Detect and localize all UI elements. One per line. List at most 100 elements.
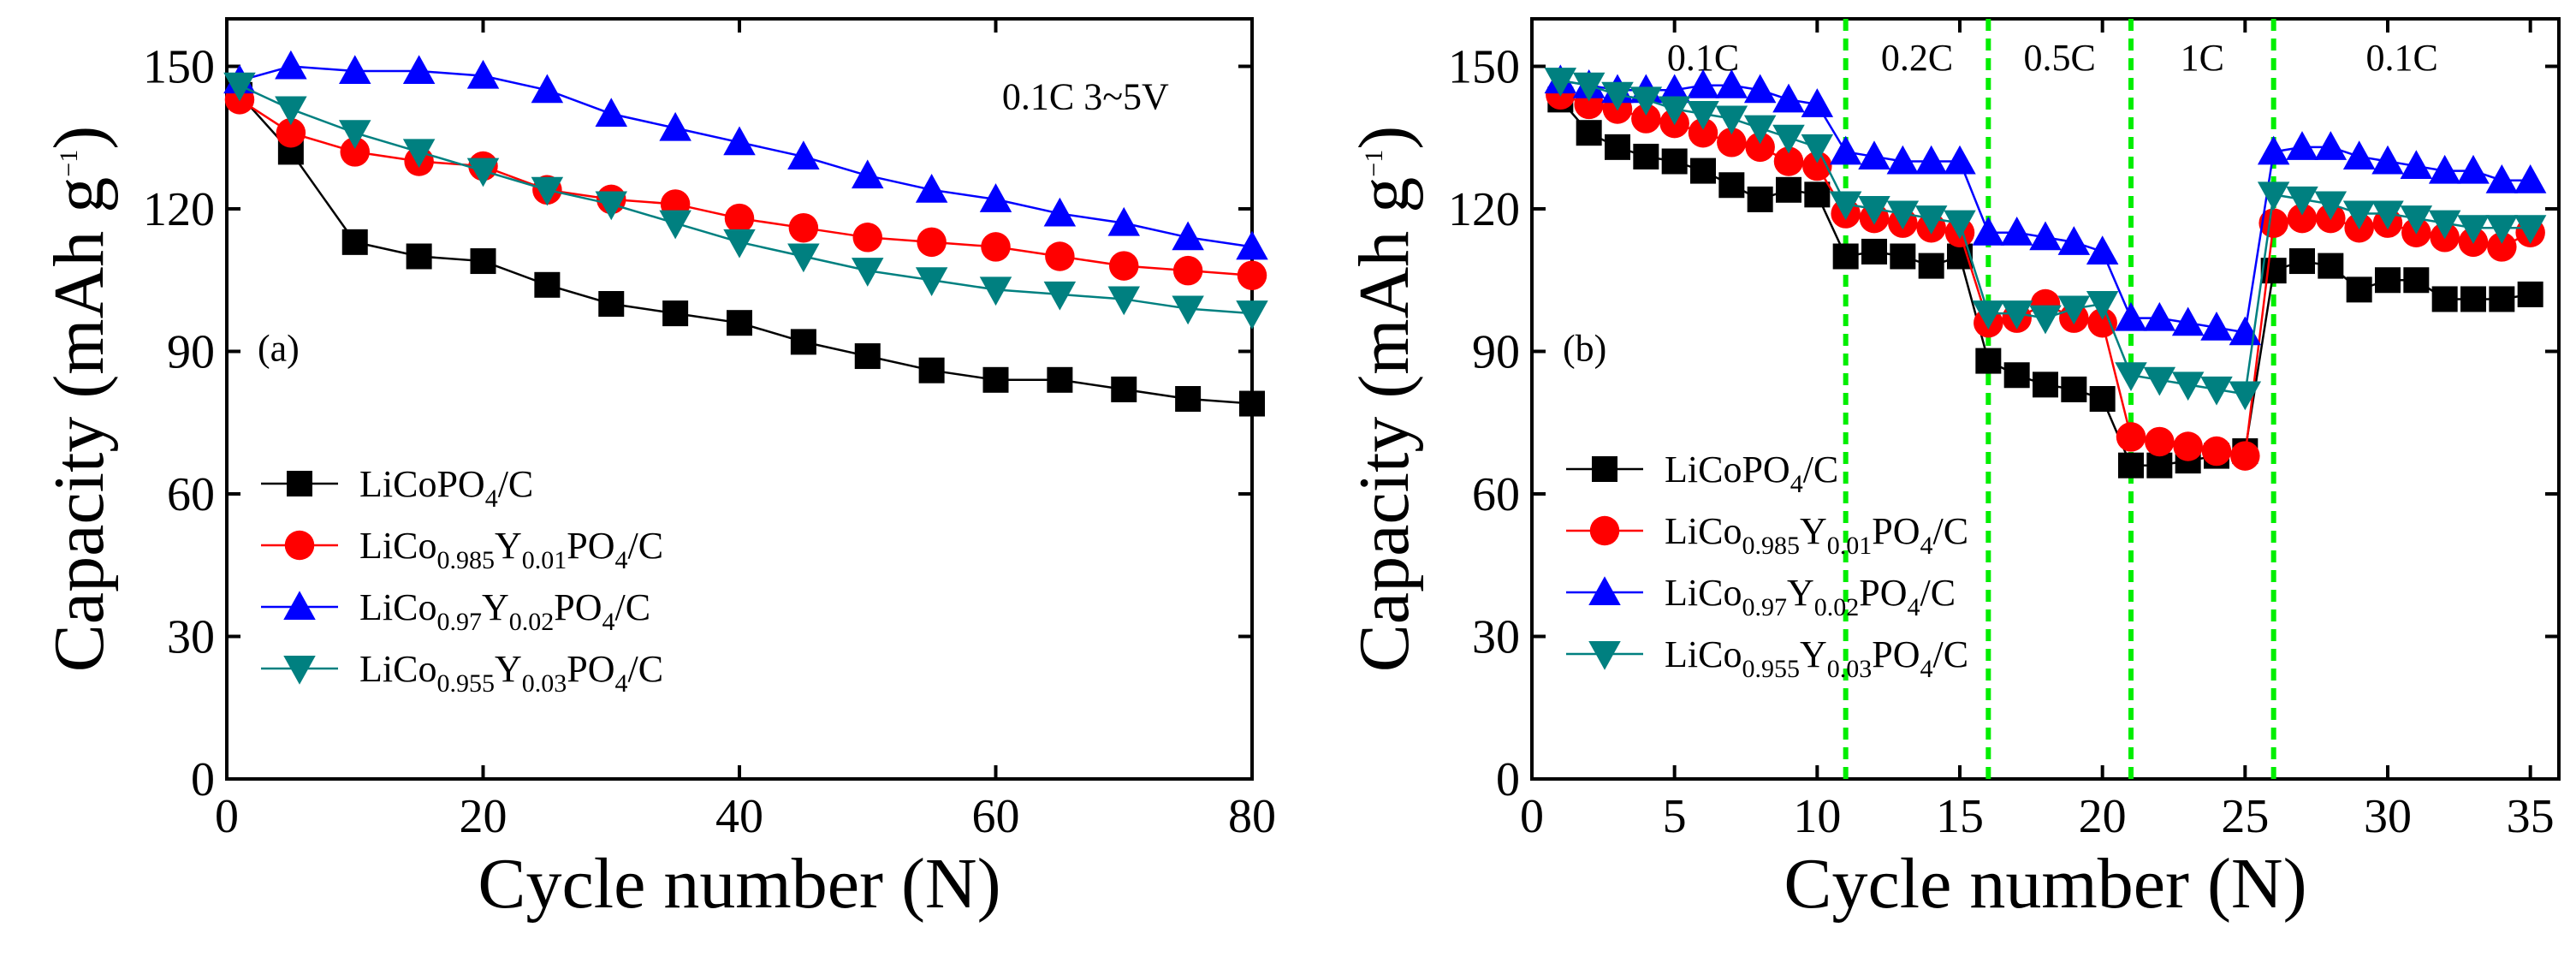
legend-label: LiCo0.985Y0.01PO4/C [359, 525, 663, 574]
data-point [2485, 163, 2519, 193]
series-line [239, 84, 1253, 315]
data-point [531, 176, 564, 206]
data-point [406, 243, 432, 270]
data-point [979, 276, 1012, 306]
data-point [1658, 96, 1691, 126]
data-point [595, 191, 627, 221]
data-point [787, 243, 820, 273]
data-point [2029, 305, 2062, 335]
legend-marker [284, 530, 315, 561]
y-axis-title: Capacity (mAh g−1) [39, 126, 119, 672]
data-point [2087, 307, 2117, 338]
panel-label: (b) [1563, 328, 1606, 370]
data-point [2286, 186, 2318, 216]
data-point [979, 183, 1012, 212]
data-point [1802, 151, 1832, 181]
x-tick-label: 15 [1936, 790, 1984, 843]
data-point [2230, 441, 2260, 471]
data-point [2514, 215, 2547, 244]
x-tick-label: 35 [2507, 790, 2555, 843]
data-point [2342, 200, 2376, 230]
x-tick-label: 30 [2364, 790, 2412, 843]
data-point [2517, 281, 2543, 307]
data-point [531, 74, 564, 104]
data-point [1918, 253, 1944, 279]
rate-label: 0.5C [2023, 37, 2095, 79]
y-tick-label: 90 [1472, 326, 1520, 379]
data-point [2400, 150, 2433, 180]
data-point [1914, 205, 1948, 235]
series-0 [1547, 86, 2543, 478]
data-point [1890, 243, 1916, 270]
data-point [2033, 372, 2058, 398]
data-point [1773, 146, 1804, 176]
series-0 [226, 81, 1265, 417]
data-point [339, 120, 371, 149]
data-point [1544, 68, 1577, 97]
y-tick-label: 0 [191, 753, 215, 806]
data-point [2342, 140, 2376, 169]
y-tick-label: 0 [1496, 753, 1520, 806]
panel-b-rate-capability: 0.1C 0.2C 0.5C 1C 0.1C0 5 10 15 20 25 30 3503060901… [1344, 17, 2561, 924]
x-tick-label: 25 [2221, 790, 2269, 843]
data-point [1633, 143, 1659, 169]
legend: LiCoPO4/C LiCo0.985Y0.01PO4/C LiCo0.97Y0.0… [1566, 449, 1968, 683]
y-tick-label: 150 [1448, 41, 1520, 94]
data-point [790, 329, 816, 355]
data-point [2318, 253, 2344, 279]
data-point [1972, 217, 2005, 246]
data-point [2400, 205, 2433, 235]
data-point [852, 223, 882, 253]
data-point [2115, 362, 2147, 391]
data-point [466, 158, 500, 187]
data-point [1914, 145, 1948, 175]
data-point [788, 212, 819, 243]
legend-marker [287, 471, 312, 496]
data-point [1972, 300, 2005, 330]
data-point [1172, 255, 1203, 286]
legend-marker [1592, 456, 1617, 482]
legend-label: LiCo0.955Y0.03PO4/C [1665, 633, 1968, 683]
data-point [1772, 83, 1805, 113]
x-axis-title: Cycle number (N) [478, 844, 1000, 924]
data-point [2371, 200, 2404, 230]
data-point [1772, 124, 1805, 154]
data-point [402, 139, 436, 169]
data-point [2115, 301, 2147, 331]
data-point [1107, 206, 1140, 236]
data-point [341, 229, 368, 255]
data-point [1236, 300, 1268, 330]
data-point [2287, 203, 2318, 234]
data-point [534, 271, 561, 298]
data-point [1601, 81, 1634, 111]
legend-marker [283, 591, 316, 620]
data-point [2314, 131, 2347, 160]
data-point [852, 159, 884, 189]
y-tick-label: 120 [1448, 183, 1520, 236]
data-point [1829, 135, 1862, 165]
data-point [402, 55, 436, 85]
data-point [2428, 154, 2461, 184]
data-point [2173, 431, 2203, 461]
data-point [1111, 376, 1137, 402]
x-tick-label: 60 [972, 790, 1020, 843]
legend-marker [1588, 576, 1621, 605]
data-point [1658, 74, 1691, 104]
data-point [1715, 68, 1748, 98]
data-point [1975, 348, 2002, 374]
data-point [2485, 215, 2519, 244]
data-point [595, 98, 627, 127]
data-point [598, 291, 625, 317]
y-tick-label: 30 [167, 611, 215, 664]
rate-label: 1C [2181, 37, 2224, 79]
data-point [2200, 376, 2233, 406]
legend-marker [1588, 641, 1621, 670]
data-point [852, 258, 884, 287]
data-point [1688, 117, 1718, 148]
data-point [723, 126, 756, 156]
data-point [2171, 306, 2205, 336]
legend-label: LiCoPO4/C [359, 463, 533, 513]
panel-a-capacity-vs-cycle: 0 20 40 60 80 0 30 60 90 120 150 Cycle number (N) Ca… [39, 17, 1276, 924]
y-tick-label: 90 [167, 326, 215, 379]
data-point [982, 366, 1009, 393]
